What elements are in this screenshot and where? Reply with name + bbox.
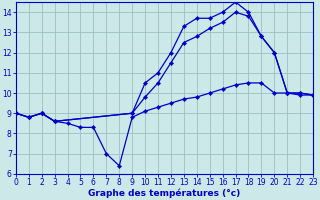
X-axis label: Graphe des températures (°c): Graphe des températures (°c) xyxy=(88,188,241,198)
